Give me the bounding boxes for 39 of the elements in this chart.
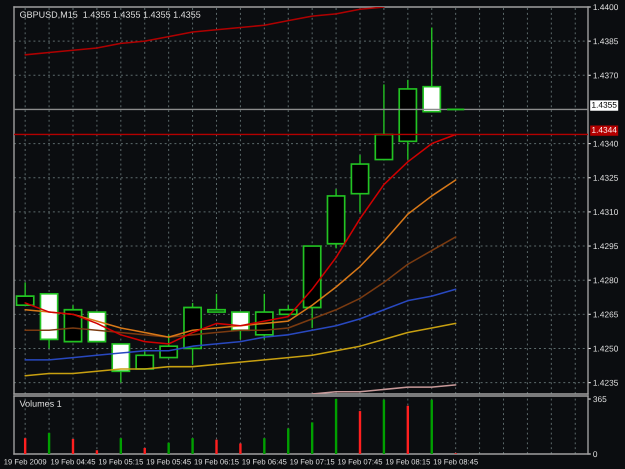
y-tick-label: 1.4250 [593, 346, 618, 352]
line-series [24, 322, 456, 377]
bar [310, 422, 314, 454]
y-tick-label: 1.4280 [593, 277, 618, 284]
y-tick-label: 1.4265 [593, 312, 618, 318]
ref-line-label: 1.4355 [592, 102, 617, 108]
bar [24, 438, 26, 454]
line-series [311, 384, 456, 394]
y-tick-label: 1.4370 [593, 72, 618, 78]
y-tick-label: 365 [593, 396, 606, 402]
y-tick-label: 1.4235 [593, 380, 618, 386]
line-series [24, 236, 456, 338]
bar [96, 450, 98, 454]
bar [263, 438, 266, 454]
bar [430, 400, 433, 454]
y-tick-label: 0 [593, 451, 598, 458]
line-series [24, 179, 456, 338]
bar [144, 448, 146, 454]
y-tick-label: 1.4325 [593, 174, 618, 181]
y-tick-label: 1.4295 [593, 243, 618, 250]
bar [120, 438, 122, 454]
bar [191, 438, 194, 454]
bar [167, 442, 170, 454]
line-series [24, 288, 456, 361]
bar [334, 399, 338, 454]
y-tick-label: 1.4400 [593, 4, 618, 10]
y-tick-label: 1.4385 [593, 38, 618, 44]
candlestick [207, 293, 226, 313]
bar [382, 400, 386, 454]
y-tick-label: 1.4340 [593, 140, 618, 147]
ref-line-label: 1.4344 [592, 126, 617, 133]
chart-title: Volumes 1 [20, 400, 62, 407]
bar [287, 428, 290, 454]
bar [406, 406, 410, 454]
bar [48, 432, 50, 454]
bar [239, 443, 242, 454]
chart-title: GBPUSD,M15 1.4355 1.4355 1.4355 1.4355 [20, 11, 200, 19]
y-tick-label: 1.4310 [593, 209, 618, 215]
candlestick [135, 350, 154, 370]
